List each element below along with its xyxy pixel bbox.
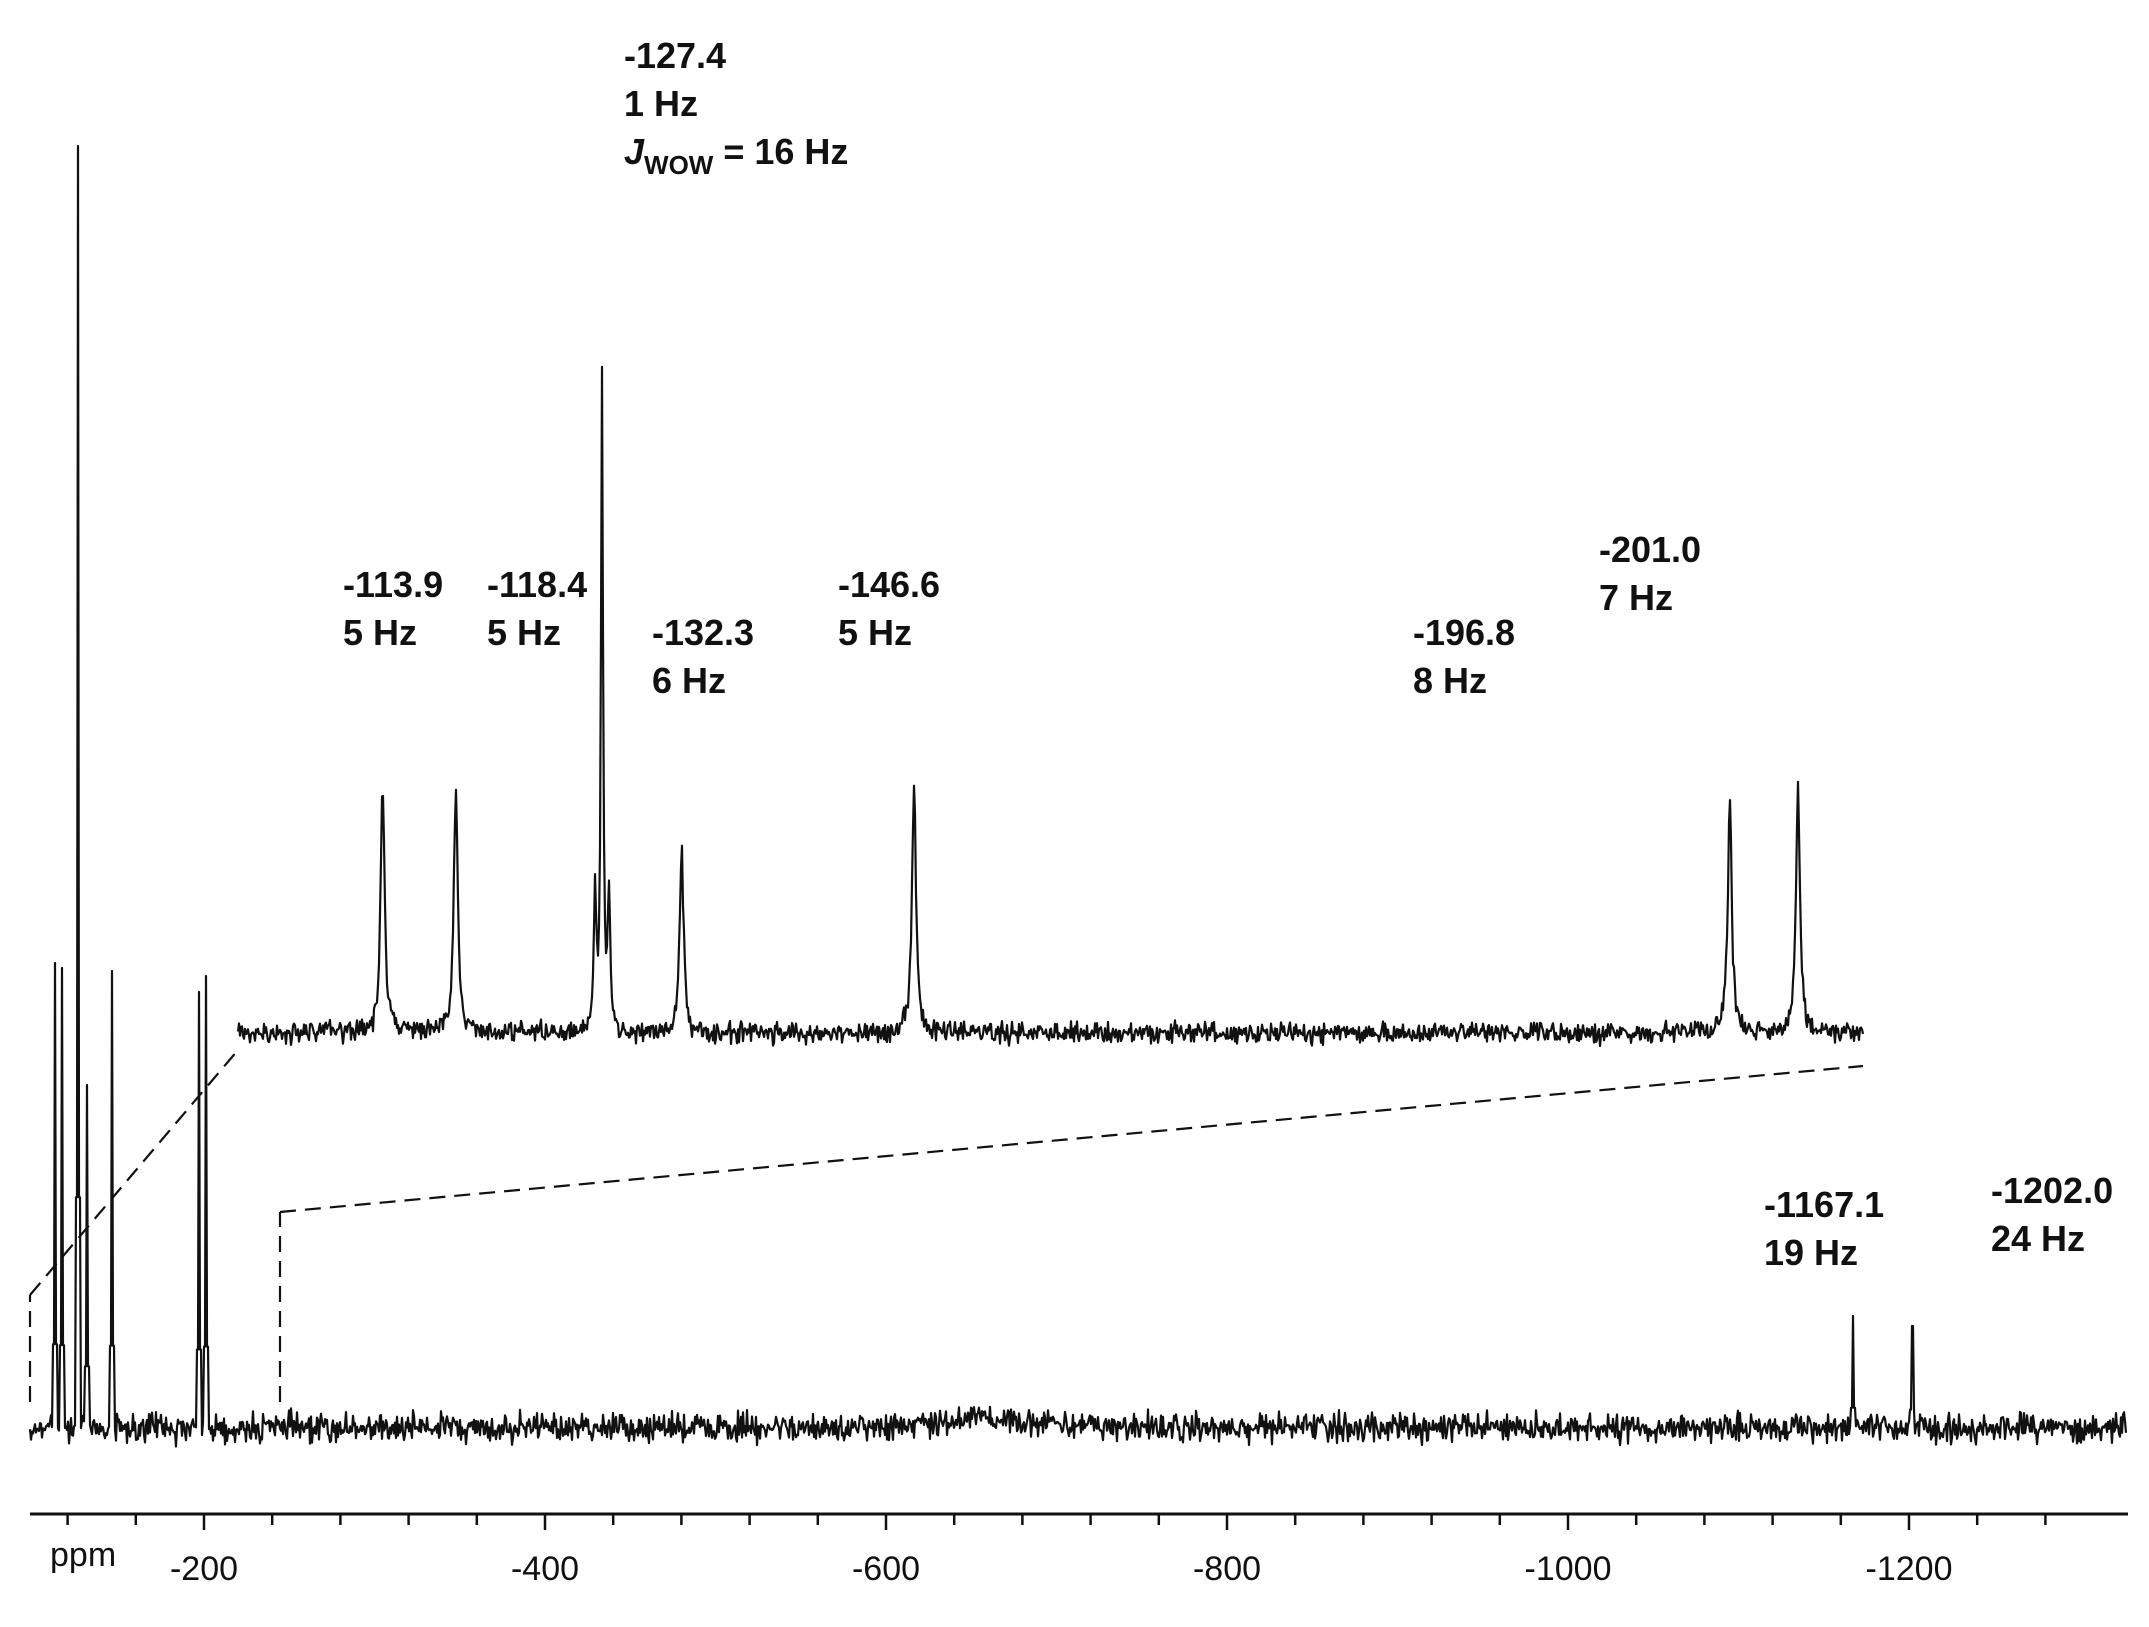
annotation-peak-113-9: -113.9 5 Hz [343, 564, 443, 653]
peak-width-label: 7 Hz [1599, 577, 1673, 618]
tick-label: -800 [1193, 1550, 1261, 1588]
full-spectrum-trace [28, 144, 2128, 1448]
coupling-constant-label: JWOW = 16 Hz [624, 131, 848, 180]
peak-width-label: 5 Hz [343, 612, 417, 653]
tick-label: -200 [170, 1550, 238, 1588]
coupling-value: = 16 Hz [713, 131, 848, 172]
coupling-symbol: J [624, 131, 645, 172]
peak-shift-label: -118.4 [487, 564, 587, 605]
peak-width-label: 5 Hz [487, 612, 561, 653]
connector-right-diagonal [279, 1064, 1864, 1214]
connector-left-diagonal [29, 1049, 239, 1296]
peak-width-label: 24 Hz [1991, 1218, 2085, 1259]
annotation-peak-1202: -1202.0 24 Hz [1991, 1170, 2113, 1259]
peak-width-label: 8 Hz [1413, 660, 1487, 701]
peak-shift-label: -132.3 [652, 612, 754, 653]
peak-shift-label: -201.0 [1599, 529, 1701, 570]
annotation-peak-118-4: -118.4 5 Hz [487, 564, 587, 653]
peak-width-label: 1 Hz [624, 83, 698, 124]
peak-width-label: 6 Hz [652, 660, 726, 701]
annotation-peak-132-3: -132.3 6 Hz [652, 612, 754, 701]
annotation-peak-1167: -1167.1 19 Hz [1764, 1184, 1884, 1273]
annotation-peak-201-0: -201.0 7 Hz [1599, 529, 1701, 618]
tick-label: -600 [852, 1550, 920, 1588]
x-axis-ticks: -200 -400 -600 -800 -1000 -1200 [66, 1514, 2047, 1588]
x-axis: -200 -400 -600 -800 -1000 -1200 ppm [30, 1512, 2128, 1588]
expansion-connectors [28, 1049, 1864, 1402]
tick-label: -400 [511, 1550, 579, 1588]
tick-label: -1000 [1525, 1550, 1612, 1588]
coupling-subscript: WOW [644, 150, 714, 180]
annotation-peak-127-4: -127.4 1 Hz JWOW = 16 Hz [624, 35, 848, 180]
peak-shift-label: -196.8 [1413, 612, 1515, 653]
peak-shift-label: -1202.0 [1991, 1170, 2113, 1211]
x-axis-label: ppm [50, 1536, 116, 1574]
expansion-spectrum-trace [236, 365, 1865, 1048]
peak-shift-label: -127.4 [624, 35, 726, 76]
peak-shift-label: -1167.1 [1764, 1184, 1884, 1225]
annotation-peak-146-6: -146.6 5 Hz [838, 564, 940, 653]
peak-shift-label: -146.6 [838, 564, 940, 605]
annotation-peak-196-8: -196.8 8 Hz [1413, 612, 1515, 701]
peak-width-label: 5 Hz [838, 612, 912, 653]
peak-width-label: 19 Hz [1764, 1232, 1858, 1273]
peak-shift-label: -113.9 [343, 564, 443, 605]
tick-label: -1200 [1866, 1550, 1953, 1588]
